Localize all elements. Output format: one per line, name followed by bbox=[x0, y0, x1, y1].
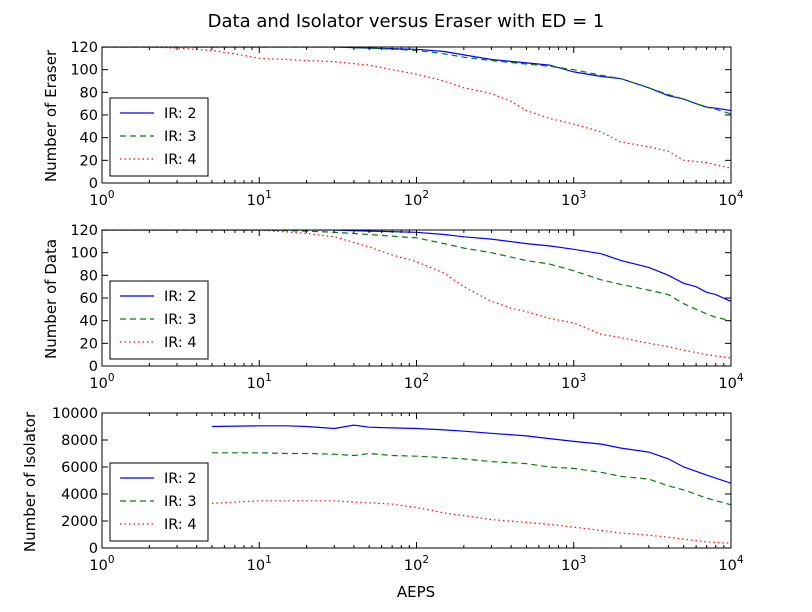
y-tick-label: 6000 bbox=[61, 460, 98, 476]
legend-label-3: IR: 3 bbox=[164, 494, 197, 510]
legend-label-3: IR: 3 bbox=[164, 312, 197, 328]
legend-label-2: IR: 2 bbox=[164, 106, 197, 122]
series-line-3 bbox=[102, 47, 731, 115]
series-line-4 bbox=[102, 230, 731, 359]
legend-label-4: IR: 4 bbox=[164, 335, 197, 351]
x-tick-label: 104 bbox=[718, 189, 743, 209]
x-tick-label: 102 bbox=[404, 372, 429, 392]
legend: IR: 2 IR: 3 IR: 4 bbox=[109, 97, 209, 177]
y-tick-label: 0 bbox=[89, 359, 98, 375]
y-tick-label: 120 bbox=[70, 223, 98, 239]
y-axis-label: Number of Isolator bbox=[21, 411, 39, 552]
series-line-2 bbox=[211, 424, 731, 484]
legend-box bbox=[109, 462, 209, 542]
x-tick-label: 102 bbox=[404, 554, 429, 574]
y-tick-label: 80 bbox=[80, 85, 98, 101]
x-tick-label: 101 bbox=[247, 189, 272, 209]
chart-title: Data and Isolator versus Eraser with ED … bbox=[208, 11, 605, 32]
legend-box bbox=[109, 280, 209, 360]
subplot-data: Number of Data 100 101 102 103 104 0 20 40 60 80 1… bbox=[42, 223, 744, 392]
y-tick-label: 10000 bbox=[52, 406, 98, 422]
x-tick-label: 103 bbox=[561, 189, 586, 209]
x-tick-label: 100 bbox=[89, 189, 114, 209]
x-tick-label: 104 bbox=[718, 372, 743, 392]
subplot-eraser: Number of Eraser 100 101 102 103 104 0 20 40 60 8… bbox=[42, 40, 744, 209]
y-axis-label: Number of Eraser bbox=[42, 49, 60, 182]
y-tick-label: 40 bbox=[80, 314, 98, 330]
y-tick-label: 120 bbox=[70, 40, 98, 56]
y-tick-label: 8000 bbox=[61, 433, 98, 449]
x-tick-label: 101 bbox=[247, 372, 272, 392]
y-tick-label: 20 bbox=[80, 336, 98, 352]
legend-box bbox=[109, 97, 209, 177]
x-tick-label: 101 bbox=[247, 554, 272, 574]
series-line-2 bbox=[102, 230, 731, 302]
y-tick-label: 100 bbox=[70, 246, 98, 262]
y-axis-label: Number of Data bbox=[42, 239, 60, 359]
legend: IR: 2 IR: 3 IR: 4 bbox=[109, 462, 209, 542]
legend-label-3: IR: 3 bbox=[164, 129, 197, 145]
y-tick-label: 0 bbox=[89, 541, 98, 557]
subplot-isolator: Number of Isolator AEPS 100 101 102 103 104 0… bbox=[21, 406, 744, 601]
y-tick-label: 2000 bbox=[61, 514, 98, 530]
x-tick-label: 100 bbox=[89, 554, 114, 574]
x-tick-label: 100 bbox=[89, 372, 114, 392]
y-tick-label: 0 bbox=[89, 176, 98, 192]
y-tick-label: 40 bbox=[80, 131, 98, 147]
x-tick-label: 104 bbox=[718, 554, 743, 574]
legend-label-2: IR: 2 bbox=[164, 471, 197, 487]
x-axis-label: AEPS bbox=[397, 583, 435, 601]
x-tick-label: 103 bbox=[561, 372, 586, 392]
legend-label-4: IR: 4 bbox=[164, 517, 197, 533]
legend-label-2: IR: 2 bbox=[164, 289, 197, 305]
y-tick-label: 80 bbox=[80, 268, 98, 284]
legend: IR: 2 IR: 3 IR: 4 bbox=[109, 280, 209, 360]
series-line-4 bbox=[211, 500, 731, 544]
y-tick-label: 60 bbox=[80, 108, 98, 124]
legend-label-4: IR: 4 bbox=[164, 152, 197, 168]
y-tick-label: 4000 bbox=[61, 487, 98, 503]
y-tick-label: 60 bbox=[80, 291, 98, 307]
y-tick-label: 20 bbox=[80, 153, 98, 169]
y-tick-label: 100 bbox=[70, 63, 98, 79]
x-tick-label: 102 bbox=[404, 189, 429, 209]
x-tick-label: 103 bbox=[561, 554, 586, 574]
